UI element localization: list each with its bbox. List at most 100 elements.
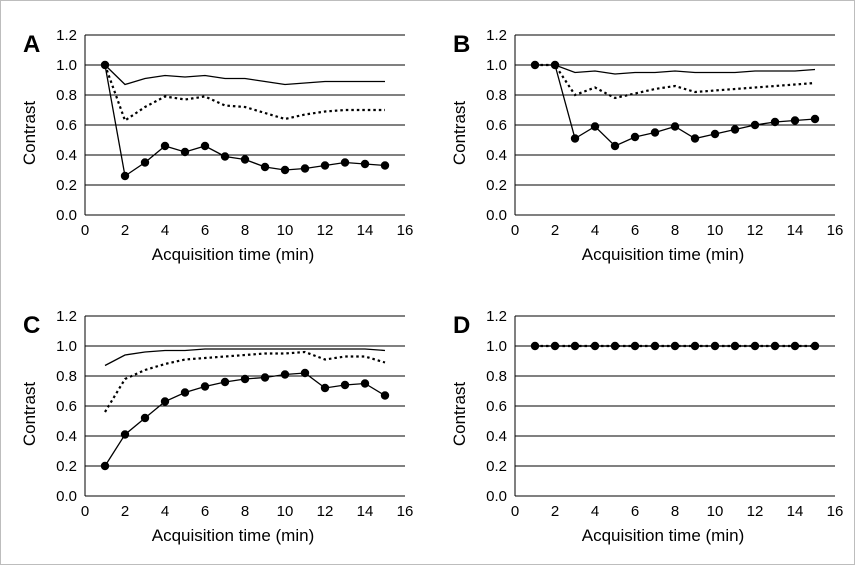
panel-d-data-point bbox=[610, 341, 620, 351]
panel-c-data-point bbox=[360, 379, 370, 388]
panel-a-data-point bbox=[220, 152, 230, 161]
panel-b-xtick-label: 4 bbox=[591, 222, 599, 239]
panel-c-xtick-label: 8 bbox=[241, 503, 249, 520]
panel-c-data-point bbox=[220, 377, 230, 387]
panel-d-data-point bbox=[530, 341, 540, 351]
panel-b-data-point bbox=[810, 114, 820, 124]
panel-d-xtick-label: 0 bbox=[511, 503, 519, 520]
panel-a-ytick-label: 0.0 bbox=[56, 207, 77, 224]
panel-b-data-point bbox=[730, 125, 740, 134]
panel-a-xtick-label: 10 bbox=[277, 222, 294, 239]
panel-a-data-point bbox=[160, 141, 170, 151]
panel-b-ytick-label: 0.4 bbox=[486, 147, 507, 164]
panel-d-data-point bbox=[810, 341, 820, 351]
panel-b-ytick-label: 0.0 bbox=[486, 207, 507, 224]
panel-b-marker-series bbox=[535, 64, 816, 147]
panel-b-data-point bbox=[570, 134, 580, 143]
panel-d-data-point bbox=[730, 341, 740, 351]
panel-a-xtick-label: 2 bbox=[121, 222, 129, 239]
panel-b-data-point bbox=[590, 122, 600, 131]
panel-a-data-point bbox=[260, 162, 270, 172]
panel-d-xtick-label: 6 bbox=[631, 503, 639, 520]
panel-c-data-point bbox=[300, 368, 310, 378]
panel-c-data-point bbox=[120, 430, 130, 439]
panel-b-xtick-label: 12 bbox=[747, 222, 764, 239]
panel-a-xtick-label: 4 bbox=[161, 222, 169, 239]
panel-a-data-point bbox=[120, 171, 130, 181]
panel-d-data-point bbox=[570, 341, 580, 351]
panel-b-data-point bbox=[750, 120, 760, 130]
panel-c-data-point bbox=[140, 413, 150, 423]
panel-b-ytick-label: 1.2 bbox=[486, 27, 507, 44]
panel-d-data-point bbox=[630, 341, 640, 351]
panel-c: 0.0 0.2 0.4 0.6 0.8 1.0 1.2 0 2 4 6 8 10 12 14 16 Acquis… bbox=[20, 308, 413, 545]
panel-c-data-point bbox=[320, 383, 330, 393]
panel-b-xtick-label: 14 bbox=[787, 222, 804, 239]
panel-c-data-point bbox=[180, 388, 190, 397]
panel-c-ytick-label: 0.8 bbox=[56, 368, 77, 385]
panel-c-data-point bbox=[100, 461, 110, 471]
panel-b-xtick-label: 8 bbox=[671, 222, 679, 239]
panel-c-ytick-label: 0.6 bbox=[56, 398, 77, 415]
panel-a-data-point bbox=[100, 60, 110, 70]
panel-b-ytick-label: 0.8 bbox=[486, 87, 507, 104]
panel-b-ytick-label: 0.2 bbox=[486, 177, 507, 194]
panel-d-data-point bbox=[670, 341, 680, 351]
panel-a-xtick-label: 16 bbox=[397, 222, 414, 239]
panel-d-ytick-label: 0.6 bbox=[486, 398, 507, 415]
panel-d-data-point bbox=[770, 341, 780, 351]
panel-d-x-axis-label: Acquisition time (min) bbox=[582, 526, 745, 545]
panel-d-xtick-label: 10 bbox=[707, 503, 724, 520]
panel-d-xtick-label: 16 bbox=[827, 503, 844, 520]
panel-a-data-point bbox=[140, 158, 150, 167]
panel-a-data-point bbox=[320, 161, 330, 170]
panel-c-data-point bbox=[260, 373, 270, 382]
panel-a-data-point bbox=[300, 164, 310, 173]
panel-c-y-axis-label: Contrast bbox=[20, 382, 39, 447]
panel-a-y-axis-label: Contrast bbox=[20, 101, 39, 166]
panel-a-xtick-label: 8 bbox=[241, 222, 249, 239]
panel-b-xtick-label: 6 bbox=[631, 222, 639, 239]
panel-a-x-axis-label: Acquisition time (min) bbox=[152, 245, 315, 264]
panel-a-data-point bbox=[340, 158, 350, 167]
panel-a-data-point bbox=[360, 159, 370, 169]
panel-c-data-point bbox=[380, 391, 390, 400]
panel-b-xtick-label: 16 bbox=[827, 222, 844, 239]
panel-b-dotted-series bbox=[535, 63, 816, 100]
panel-b-x-axis-label: Acquisition time (min) bbox=[582, 245, 745, 264]
panel-d-data-point bbox=[650, 341, 660, 351]
panel-a-data-point bbox=[240, 155, 250, 164]
panel-a-label: A bbox=[23, 31, 40, 58]
panel-b-xtick-label: 0 bbox=[511, 222, 519, 239]
panel-d-data-point bbox=[590, 341, 600, 351]
panel-a: 0.0 0.2 0.4 0.6 0.8 1.0 1.2 0 2 4 6 8 10 12 14 16 Acquis… bbox=[20, 27, 413, 264]
panel-a-xtick-label: 12 bbox=[317, 222, 334, 239]
panel-b-data-point bbox=[610, 141, 620, 151]
panel-d-y-axis-label: Contrast bbox=[450, 382, 469, 447]
panel-d-ytick-label: 0.2 bbox=[486, 458, 507, 475]
panel-b-data-point bbox=[770, 117, 780, 127]
panel-c-ytick-label: 0.4 bbox=[56, 428, 77, 445]
panel-b-ytick-label: 0.6 bbox=[486, 117, 507, 134]
panel-c-ytick-label: 1.2 bbox=[56, 308, 77, 325]
panel-b-xtick-label: 2 bbox=[551, 222, 559, 239]
panel-c-x-axis-label: Acquisition time (min) bbox=[152, 526, 315, 545]
panel-d-ytick-label: 0.0 bbox=[486, 488, 507, 505]
panel-a-data-point bbox=[380, 161, 390, 170]
panel-b-xtick-label: 10 bbox=[707, 222, 724, 239]
panel-b-label: B bbox=[453, 31, 470, 58]
panel-a-data-point bbox=[280, 165, 290, 175]
panel-d: 0.0 0.2 0.4 0.6 0.8 1.0 1.2 0 2 4 6 8 10 12 14 16 Acquis… bbox=[450, 308, 843, 545]
panel-c-xtick-label: 12 bbox=[317, 503, 334, 520]
panel-c-data-point bbox=[160, 397, 170, 406]
panel-c-ytick-label: 1.0 bbox=[56, 338, 77, 355]
panel-a-ytick-label: 0.4 bbox=[56, 147, 77, 164]
panel-d-ytick-label: 0.4 bbox=[486, 428, 507, 445]
panel-b-data-point bbox=[790, 116, 800, 125]
panel-d-data-point bbox=[690, 341, 700, 351]
panel-a-xtick-label: 6 bbox=[201, 222, 209, 239]
panel-c-solid-series bbox=[104, 348, 386, 367]
panel-c-ytick-label: 0.0 bbox=[56, 488, 77, 505]
panel-d-xtick-label: 2 bbox=[551, 503, 559, 520]
panel-b-data-point bbox=[630, 132, 640, 142]
